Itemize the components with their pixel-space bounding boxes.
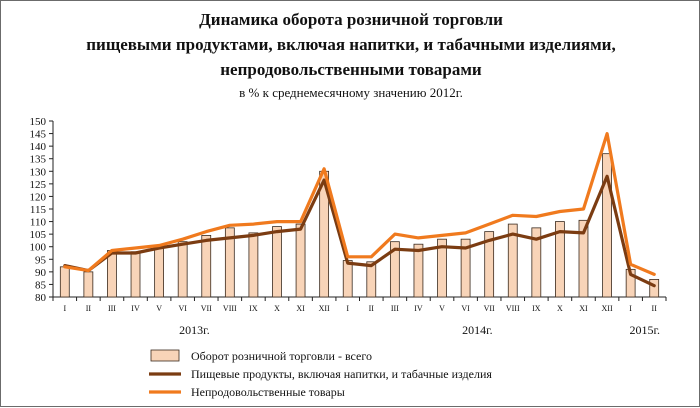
bar: [602, 153, 612, 298]
legend-swatch: [150, 349, 180, 362]
y-tick-label: 150: [30, 116, 47, 128]
y-tick-label: 90: [35, 267, 47, 279]
y-tick-label: 140: [30, 141, 47, 153]
bar: [389, 241, 400, 298]
legend-label: Оборот розничной торговли - всего: [191, 349, 372, 363]
y-tick-label: 125: [30, 179, 47, 191]
x-tick-label: IX: [532, 304, 541, 313]
bar: [484, 231, 495, 298]
year-label: 2015г.: [629, 323, 660, 337]
year-label: 2013г.: [179, 323, 210, 337]
bar: [248, 232, 259, 298]
x-tick-label: II: [369, 304, 375, 313]
y-tick-label: 100: [30, 242, 47, 254]
bar: [272, 226, 282, 298]
year-label: 2014г.: [462, 323, 493, 337]
bar: [107, 250, 117, 298]
chart-title-line-3: непродовольственными товарами: [220, 60, 482, 79]
x-tick-label: IV: [131, 304, 140, 313]
x-tick-label: V: [439, 304, 445, 313]
bar: [295, 223, 306, 298]
x-tick-label: XII: [319, 304, 330, 313]
x-tick-label: IV: [414, 304, 423, 313]
x-tick-label: VI: [461, 304, 470, 313]
x-tick-label: V: [156, 304, 162, 313]
bar: [531, 227, 542, 298]
x-tick-label: X: [557, 304, 563, 313]
x-tick-label: III: [391, 304, 399, 313]
bar: [507, 223, 518, 298]
x-tick-label: I: [346, 304, 349, 313]
x-tick-label: VII: [484, 304, 495, 313]
x-tick-label: II: [86, 304, 92, 313]
x-tick-label: VI: [178, 304, 187, 313]
bar: [578, 219, 589, 298]
y-tick-label: 145: [30, 129, 47, 141]
y-tick-label: 110: [30, 217, 47, 229]
plot-area: 8085909510010511011512012513013514014515…: [30, 116, 667, 337]
bar: [130, 251, 141, 298]
chart-title-line-2: пищевыми продуктами, включая напитки, и …: [86, 35, 615, 54]
y-tick-label: 130: [30, 166, 47, 178]
bar: [437, 238, 447, 298]
x-tick-label: XI: [296, 304, 305, 313]
legend-label: Пищевые продукты, включая напитки, и таб…: [191, 367, 492, 381]
y-tick-label: 85: [35, 279, 47, 291]
bar: [555, 221, 565, 298]
bar: [83, 271, 94, 298]
legend: Оборот розничной торговли - всего Пищевые…: [149, 349, 492, 399]
bar: [460, 238, 471, 298]
bar: [366, 261, 377, 298]
y-tick-label: 120: [30, 191, 47, 203]
chart-subtitle: в % к среднемесячному значению 2012г.: [239, 85, 463, 100]
bar: [59, 266, 70, 298]
y-tick-label: 80: [35, 292, 47, 304]
x-tick-label: VII: [201, 304, 212, 313]
chart-title: Динамика оборота розничной торговли пище…: [86, 10, 615, 100]
y-tick-label: 135: [30, 154, 47, 166]
bar: [224, 227, 235, 298]
x-tick-label: XII: [602, 304, 613, 313]
bar: [413, 243, 424, 298]
y-tick-label: 95: [35, 254, 47, 266]
x-tick-label: I: [629, 304, 632, 313]
bar: [342, 260, 353, 298]
x-tick-label: X: [274, 304, 280, 313]
bar: [201, 234, 212, 298]
y-tick-label: 115: [30, 204, 47, 216]
x-tick-label: II: [652, 304, 658, 313]
x-tick-label: VIII: [223, 304, 237, 313]
x-tick-label: I: [63, 304, 66, 313]
chart-title-line-1: Динамика оборота розничной торговли: [199, 10, 503, 29]
y-tick-label: 105: [30, 229, 47, 241]
x-tick-label: VIII: [506, 304, 520, 313]
series-line: [63, 132, 656, 276]
x-tick-label: XI: [579, 304, 588, 313]
bar: [649, 278, 660, 298]
x-tick-label: IX: [249, 304, 258, 313]
series-line: [63, 174, 656, 288]
bar: [154, 246, 164, 298]
legend-label: Непродовольственные товары: [191, 385, 345, 399]
x-tick-label: III: [108, 304, 116, 313]
bar: [177, 241, 188, 298]
